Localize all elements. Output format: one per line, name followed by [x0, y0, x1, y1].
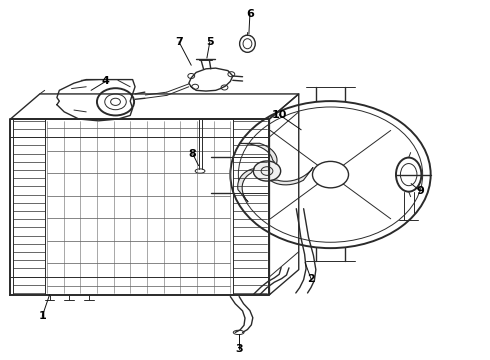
Text: 2: 2 [307, 274, 315, 284]
Polygon shape [240, 143, 277, 164]
Circle shape [253, 161, 281, 181]
Text: 10: 10 [271, 110, 287, 120]
Text: 6: 6 [246, 9, 254, 19]
Text: 9: 9 [416, 186, 424, 196]
Text: 4: 4 [102, 76, 110, 86]
Text: 3: 3 [235, 343, 243, 354]
Text: 1: 1 [38, 311, 46, 321]
Polygon shape [238, 168, 254, 202]
Text: 5: 5 [206, 37, 214, 47]
Text: 8: 8 [189, 149, 196, 159]
Polygon shape [270, 167, 313, 185]
Text: 7: 7 [175, 37, 183, 47]
